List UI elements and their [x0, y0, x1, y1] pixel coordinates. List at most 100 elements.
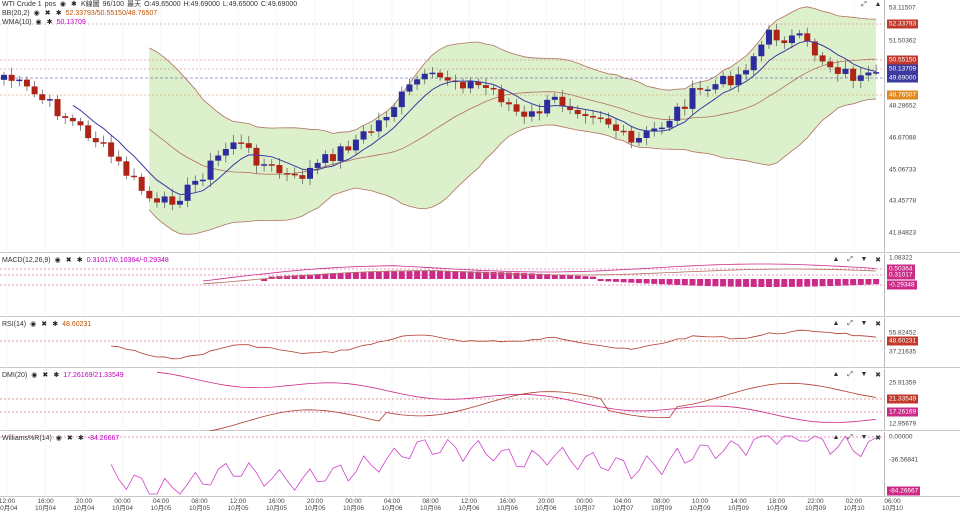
move-down-icon[interactable]: ▼ [860, 320, 868, 327]
candle-body [215, 155, 222, 161]
dmi-pane[interactable]: DMI(20) ◉ ✖ ✱ 17.26169/21.33549 ▲ ⤢ ▼ ✖ … [0, 369, 960, 431]
time-tick-date: 10月09 [689, 505, 711, 512]
time-tick-date: 10月06 [497, 505, 518, 512]
expand-icon[interactable]: ⤢ [847, 371, 853, 378]
gear-icon[interactable]: ✱ [46, 19, 53, 26]
candle-body [352, 139, 359, 151]
close-icon[interactable]: ✖ [875, 257, 881, 264]
macd-plot[interactable] [0, 254, 885, 317]
macd-histogram-bar [352, 272, 359, 279]
move-down-icon[interactable]: ▼ [860, 371, 868, 378]
macd-histogram-bar [391, 271, 398, 279]
eye-icon[interactable]: ◉ [31, 372, 38, 379]
macd-histogram-bar [628, 279, 635, 283]
eye-icon[interactable]: ◉ [35, 19, 42, 26]
macd-histogram-bar [735, 279, 742, 287]
candle-body [750, 56, 757, 71]
time-tick-hour: 00:00 [114, 498, 131, 505]
close-icon[interactable]: ✖ [66, 435, 73, 442]
eye-icon[interactable]: ◉ [54, 257, 61, 264]
candle-body [773, 29, 780, 41]
rsi-plot[interactable] [0, 318, 885, 368]
williams-value: -84.26667 [87, 435, 120, 442]
time-tick-hour: 20:00 [537, 498, 555, 505]
gear-icon[interactable]: ✱ [76, 257, 83, 264]
candle-body [505, 102, 512, 105]
expand-icon[interactable]: ⤢ [847, 434, 853, 441]
gear-icon[interactable]: ✱ [53, 372, 60, 379]
rsi-pane[interactable]: RSI(14) ◉ ✖ ✱ 48.60231 ▲ ⤢ ▼ ✖ 55.82452 … [0, 318, 960, 368]
gear-icon[interactable]: ✱ [77, 435, 84, 442]
time-tick-date: 10月07 [612, 505, 634, 512]
price-plot[interactable] [0, 0, 885, 253]
candle-body [230, 142, 237, 150]
gear-icon[interactable]: ✱ [71, 1, 77, 8]
expand-icon[interactable]: ⤢ [847, 256, 853, 263]
move-down-icon[interactable]: ▼ [860, 256, 868, 263]
symbol-source: pos [44, 1, 56, 8]
candle-body [100, 142, 107, 144]
macd-histogram-bar [375, 271, 382, 279]
eye-icon[interactable]: ◉ [59, 1, 67, 8]
candle-body [674, 106, 681, 121]
williams-line [110, 435, 877, 495]
rsi-chart [0, 318, 885, 368]
time-tick-hour: 12:00 [0, 498, 16, 505]
time-tick: 06:00 10月10 [882, 498, 903, 512]
macd-histogram-bar [307, 274, 313, 279]
time-tick-date: 10月06 [458, 505, 480, 512]
y-tick: -36.56841 [889, 456, 919, 464]
close-icon[interactable]: ✖ [42, 372, 49, 379]
dmi-chart [0, 369, 885, 431]
close-icon[interactable]: ✖ [41, 321, 48, 328]
candle-body [574, 110, 581, 115]
close-icon[interactable]: ✖ [44, 10, 51, 17]
candle-body [69, 117, 76, 122]
candle-body [154, 198, 160, 203]
gear-icon[interactable]: ✱ [55, 10, 62, 17]
candle-body [414, 79, 421, 85]
macd-line [202, 263, 877, 282]
expand-icon[interactable]: ⤢ [861, 1, 867, 8]
move-up-icon[interactable]: ▲ [832, 256, 840, 263]
macd-histogram-bar [727, 279, 734, 287]
eye-icon[interactable]: ◉ [33, 10, 40, 17]
dmi-plot[interactable] [0, 369, 885, 431]
macd-histogram-bar [467, 271, 474, 279]
close-icon[interactable]: ✖ [65, 257, 72, 264]
move-up-icon[interactable]: ▲ [832, 434, 840, 441]
time-tick-date: 10月09 [651, 505, 672, 512]
time-tick-hour: 08:00 [422, 498, 439, 505]
candle-body [467, 81, 474, 89]
move-up-icon[interactable]: ▲ [832, 371, 840, 378]
bb-lower-tag: 48.76507 [887, 90, 919, 100]
macd-pane[interactable]: MACD(12,26,9) ◉ ✖ ✱ 0.31017/0.10364/-0.2… [0, 254, 960, 317]
time-tick-date: 10月04 [112, 505, 133, 512]
expand-icon[interactable]: ⤢ [847, 320, 853, 327]
eye-icon[interactable]: ◉ [55, 435, 62, 442]
candle-body [628, 130, 635, 143]
price-pane[interactable]: WTI Crude 1 pos ◉ ✱ K線圖 96/100 最天 O:49.6… [0, 0, 960, 253]
eye-icon[interactable]: ◉ [30, 321, 37, 328]
close-icon[interactable]: ✖ [875, 321, 881, 328]
williams-pane[interactable]: Williams%R(14) ◉ ✖ ✱ -84.26667 ▲ ⤢ ▼ ✖ 0… [0, 432, 960, 497]
time-tick: 04:00 10月05 [151, 498, 172, 512]
time-tick-date: 10月04 [35, 505, 56, 512]
last-price-tag: 49.69000 [887, 73, 919, 83]
dmi-label: DMI(20) [2, 372, 28, 379]
close-icon[interactable]: ✖ [875, 435, 881, 442]
move-up-icon[interactable]: ▲ [832, 320, 840, 327]
move-down-icon[interactable]: ▼ [860, 434, 868, 441]
macd-legend: MACD(12,26,9) ◉ ✖ ✱ 0.31017/0.10364/-0.2… [2, 256, 169, 265]
williams-plot[interactable] [0, 432, 885, 497]
gear-icon[interactable]: ✱ [52, 321, 59, 328]
candle-body [666, 120, 673, 128]
move-up-icon[interactable]: ▲ [874, 1, 882, 8]
close-icon[interactable]: ✖ [875, 372, 881, 379]
time-tick: 04:00 10月07 [613, 498, 634, 512]
macd-histogram-bar [551, 274, 558, 279]
y-tick: 25.91359 [889, 379, 917, 387]
time-tick-hour: 04:00 [152, 498, 170, 505]
y-tick: 41.84823 [889, 229, 917, 237]
macd-histogram-bar [697, 279, 704, 286]
